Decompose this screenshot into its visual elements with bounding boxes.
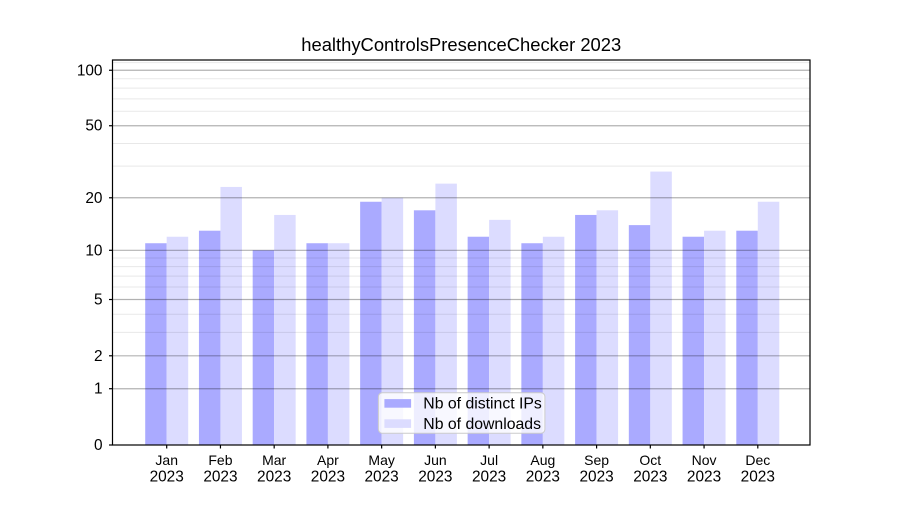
svg-text:10: 10 <box>85 242 102 259</box>
svg-text:Oct: Oct <box>639 452 661 468</box>
svg-text:5: 5 <box>94 292 103 309</box>
svg-text:100: 100 <box>77 62 103 79</box>
svg-text:May: May <box>368 452 394 468</box>
svg-text:2023: 2023 <box>741 469 775 486</box>
svg-text:2023: 2023 <box>472 469 506 486</box>
svg-text:50: 50 <box>85 118 102 135</box>
svg-text:2023: 2023 <box>203 469 237 486</box>
svg-text:Nov: Nov <box>692 452 717 468</box>
svg-text:2023: 2023 <box>311 469 345 486</box>
svg-text:Jun: Jun <box>424 452 447 468</box>
svg-text:2023: 2023 <box>633 469 667 486</box>
svg-text:2023: 2023 <box>365 469 399 486</box>
svg-text:Aug: Aug <box>530 452 555 468</box>
svg-text:2023: 2023 <box>579 469 613 486</box>
svg-text:2023: 2023 <box>687 469 721 486</box>
svg-text:1: 1 <box>94 381 103 398</box>
svg-text:2023: 2023 <box>526 469 560 486</box>
svg-text:Jul: Jul <box>480 452 498 468</box>
svg-text:Dec: Dec <box>745 452 770 468</box>
svg-text:Nb of distinct IPs: Nb of distinct IPs <box>423 396 542 413</box>
svg-text:2023: 2023 <box>150 469 184 486</box>
svg-text:Apr: Apr <box>317 452 339 468</box>
svg-text:0: 0 <box>94 437 103 454</box>
svg-text:Feb: Feb <box>208 452 232 468</box>
svg-text:2: 2 <box>94 348 103 365</box>
svg-text:Mar: Mar <box>262 452 286 468</box>
svg-text:healthyControlsPresenceChecker: healthyControlsPresenceChecker 2023 <box>301 34 621 55</box>
svg-text:Jan: Jan <box>155 452 178 468</box>
svg-text:2023: 2023 <box>418 469 452 486</box>
svg-text:Sep: Sep <box>584 452 609 468</box>
svg-text:20: 20 <box>85 190 102 207</box>
svg-text:2023: 2023 <box>257 469 291 486</box>
svg-text:Nb of downloads: Nb of downloads <box>423 416 541 433</box>
